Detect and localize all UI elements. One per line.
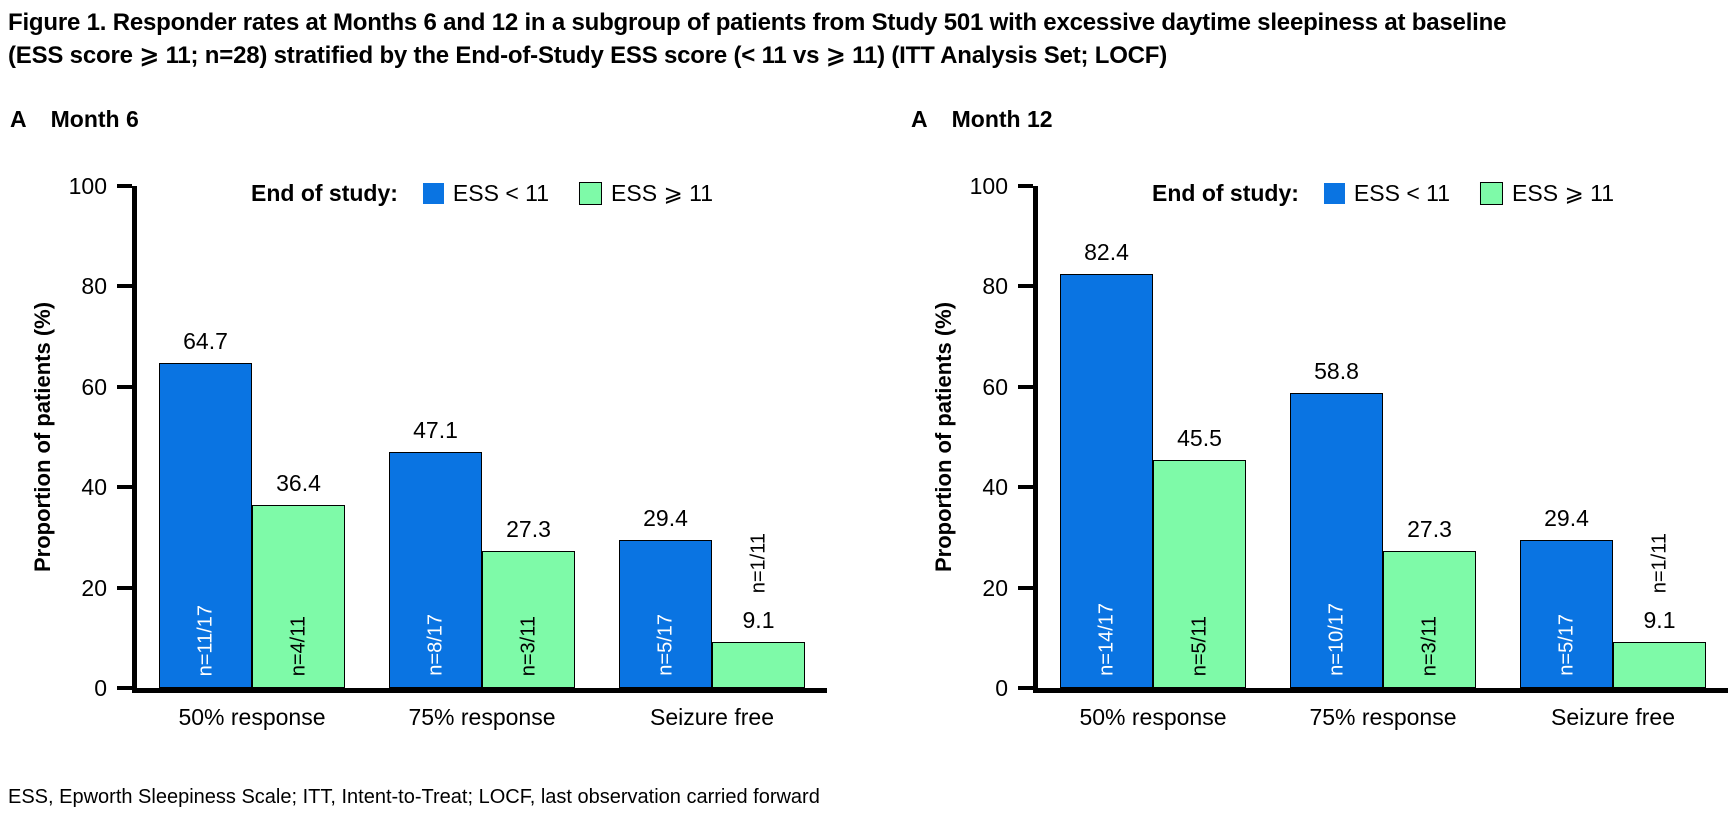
figure-title-line-1: Figure 1. Responder rates at Months 6 an… xyxy=(8,9,1507,36)
legend: End of study: ESS < 11 ESS ⩾ 11 xyxy=(251,180,713,207)
chart-month-6: A Month 6 Proportion of patients (%) 0 20 40 6… xyxy=(10,106,844,790)
y-axis-label: Proportion of patients (%) xyxy=(30,301,55,573)
y-tick-mark xyxy=(1018,686,1033,690)
legend-label: ESS < 11 xyxy=(452,180,550,206)
y-tick-mark xyxy=(1018,184,1033,188)
bar-ess-ge-11 xyxy=(482,551,575,688)
y-tick-label: 100 xyxy=(969,173,1008,199)
panel-title: Month 6 xyxy=(50,106,139,132)
bar-value-label: 29.4 xyxy=(1544,505,1589,531)
figure-title-line-2: (ESS score ⩾ 11; n=28) stratified by the… xyxy=(8,42,1168,69)
bar-ess-lt-11 xyxy=(1520,540,1613,688)
bar-n-label: n=8/17 xyxy=(424,614,446,676)
panel-letter: A xyxy=(911,106,928,132)
bar-value-label: 58.8 xyxy=(1314,358,1359,384)
y-tick-mark xyxy=(117,284,132,289)
bar-ess-lt-11 xyxy=(619,540,712,688)
bar-value-label: 64.7 xyxy=(183,328,228,354)
bar-n-label: n=10/17 xyxy=(1325,603,1347,676)
bar-n-label: n=3/11 xyxy=(1418,615,1440,676)
legend-item: ESS ⩾ 11 xyxy=(1480,180,1614,207)
plot-area: End of study: ESS < 11 ESS ⩾ 11 64.7 n=11/17… xyxy=(132,180,827,730)
x-category-label: Seizure free xyxy=(1550,704,1676,730)
y-tick-label: 80 xyxy=(81,273,107,300)
legend-item: ESS < 11 xyxy=(422,180,550,207)
legend-swatch-ess-ge-11 xyxy=(579,182,603,205)
bar-n-label: n=1/11 xyxy=(1648,532,1670,593)
bar-ess-ge-11 xyxy=(1613,642,1706,688)
bar-value-label: 36.4 xyxy=(276,470,321,496)
bar-ess-lt-11 xyxy=(1060,274,1153,688)
bar-value-label: 29.4 xyxy=(643,505,688,531)
bar-n-label: n=5/11 xyxy=(1188,615,1210,676)
bar-ess-lt-11 xyxy=(1290,393,1383,688)
y-tick-mark xyxy=(1018,284,1033,289)
bar-n-label: n=1/11 xyxy=(747,532,769,593)
bar-n-label: n=11/17 xyxy=(194,604,216,676)
y-tick-mark xyxy=(1018,384,1033,389)
y-tick-mark xyxy=(117,686,132,690)
bar-ess-ge-11 xyxy=(1153,460,1246,688)
bar-n-label: n=14/17 xyxy=(1095,603,1117,676)
x-category-label: 75% response xyxy=(1309,704,1457,730)
x-category-label: 50% response xyxy=(178,704,326,730)
bar-value-label: 47.1 xyxy=(413,417,458,443)
y-axis-label: Proportion of patients (%) xyxy=(931,301,956,573)
y-tick-label: 40 xyxy=(81,474,107,501)
y-tick-mark xyxy=(1018,585,1033,590)
legend-label: ESS ⩾ 11 xyxy=(611,180,714,206)
bar-ess-lt-11 xyxy=(389,452,482,688)
y-tick-label: 0 xyxy=(995,675,1008,701)
bar-value-label: 9.1 xyxy=(1643,607,1676,633)
legend-swatch-ess-lt-11 xyxy=(1323,183,1345,204)
y-tick-label: 80 xyxy=(982,273,1008,300)
bar-ess-ge-11 xyxy=(712,642,805,688)
y-tick-label: 0 xyxy=(94,675,107,701)
x-category-label: Seizure free xyxy=(649,704,775,730)
x-category-label: 75% response xyxy=(408,704,556,730)
y-tick-mark xyxy=(117,184,132,188)
figure-title: Figure 1. Responder rates at Months 6 an… xyxy=(8,6,1506,72)
legend-title: End of study: xyxy=(1151,180,1299,206)
panel-title: Month 12 xyxy=(951,106,1053,132)
legend-label: ESS < 11 xyxy=(1353,180,1451,206)
panel-letter: A xyxy=(10,106,27,132)
x-category-label: 50% response xyxy=(1079,704,1227,730)
bar-ess-ge-11 xyxy=(252,505,345,688)
bar-ess-lt-11 xyxy=(159,363,252,688)
bar-value-label: 45.5 xyxy=(1177,425,1222,451)
bar-value-label: 82.4 xyxy=(1084,239,1129,265)
panel-label: A Month 12 xyxy=(911,106,1053,133)
y-tick-label: 20 xyxy=(81,574,107,601)
bar-n-label: n=4/11 xyxy=(287,615,309,676)
chart-month-12: A Month 12 Proportion of patients (%) 0 20 40… xyxy=(911,106,1736,790)
bar-n-label: n=5/17 xyxy=(654,614,676,676)
legend: End of study: ESS < 11 ESS ⩾ 11 xyxy=(1152,180,1614,207)
y-tick-label: 20 xyxy=(982,574,1008,601)
y-tick-label: 60 xyxy=(982,373,1008,400)
plot-area: End of study: ESS < 11 ESS ⩾ 11 82.4 n=14/17… xyxy=(1033,180,1728,730)
bar-value-label: 9.1 xyxy=(742,607,775,633)
y-tick-mark xyxy=(1018,485,1033,490)
panel-label: A Month 6 xyxy=(10,106,139,133)
legend-item: ESS ⩾ 11 xyxy=(579,180,713,207)
bar-ess-ge-11 xyxy=(1383,551,1476,688)
y-tick-label: 60 xyxy=(81,373,107,400)
bar-n-label: n=3/11 xyxy=(517,615,539,676)
legend-title: End of study: xyxy=(250,180,398,206)
bar-value-label: 27.3 xyxy=(1407,516,1452,542)
y-tick-label: 100 xyxy=(68,173,107,199)
legend-swatch-ess-lt-11 xyxy=(422,183,444,204)
bar-value-label: 27.3 xyxy=(506,516,551,542)
legend-item: ESS < 11 xyxy=(1323,180,1451,207)
legend-swatch-ess-ge-11 xyxy=(1480,182,1504,205)
figure-footnote: ESS, Epworth Sleepiness Scale; ITT, Inte… xyxy=(8,786,820,808)
y-tick-mark xyxy=(117,384,132,389)
legend-label: ESS ⩾ 11 xyxy=(1512,180,1615,206)
y-tick-mark xyxy=(117,485,132,490)
bar-n-label: n=5/17 xyxy=(1555,614,1577,676)
y-tick-mark xyxy=(117,585,132,590)
y-tick-label: 40 xyxy=(982,474,1008,501)
